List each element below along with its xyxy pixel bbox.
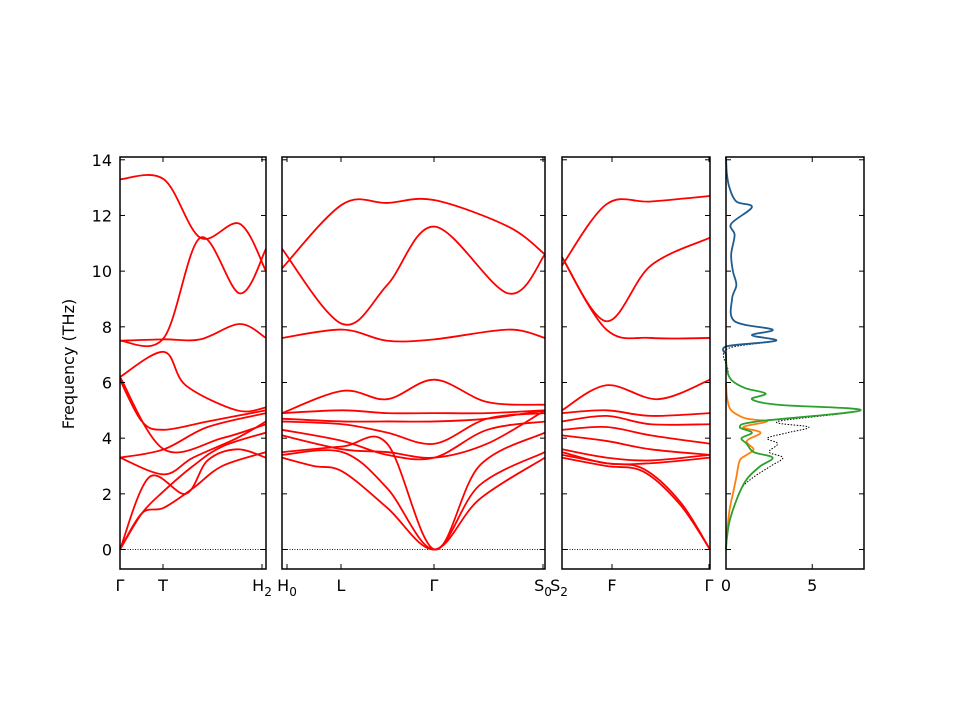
q-point-label: S2 <box>550 576 568 599</box>
phonon-band <box>119 236 267 348</box>
dos-x-tick-label: 5 <box>807 576 817 595</box>
band-panel-2: H0 L Γ S0 <box>277 156 552 599</box>
phonon-band <box>561 378 711 412</box>
phonon-band <box>561 409 711 417</box>
dos-curve-1 <box>722 156 862 550</box>
y-tick-label: 10 <box>92 262 112 281</box>
y-tick-label: 0 <box>102 541 112 560</box>
q-point-label: H0 <box>277 576 297 599</box>
phonon-band <box>281 328 546 343</box>
q-point-label: Γ <box>116 576 125 595</box>
phonon-band <box>119 420 267 476</box>
dos-curve-4 <box>722 156 778 355</box>
y-axis-label: Frequency (THz) <box>59 299 78 429</box>
phonon-band <box>119 350 267 413</box>
q-point-label: Γ <box>430 576 439 595</box>
phonon-band <box>281 449 546 551</box>
phonon-band <box>281 225 546 326</box>
phonon-band <box>281 412 546 445</box>
phonon-band <box>281 197 546 269</box>
phonon-band <box>119 174 267 272</box>
q-point-label: L <box>337 576 346 595</box>
band-panel-1: 0 2 4 6 8 10 12 14 Γ T H2 <box>92 151 272 599</box>
dos-x-tick-label: 0 <box>721 576 731 595</box>
q-point-label: H2 <box>252 576 272 599</box>
panel-frame <box>561 156 711 570</box>
phonon-band <box>561 425 711 445</box>
phonon-band <box>561 195 711 267</box>
q-point-label: Γ <box>705 576 714 595</box>
q-point-label: S0 <box>534 576 552 599</box>
phonon-band <box>561 414 711 426</box>
y-tick-label: 8 <box>102 318 112 337</box>
phonon-band <box>561 456 711 551</box>
phonon-band <box>561 448 711 462</box>
phonon-band <box>119 431 267 550</box>
y-tick-label: 2 <box>102 485 112 504</box>
phonon-band <box>281 378 546 414</box>
y-tick-label: 14 <box>92 151 112 170</box>
phonon-band <box>119 379 267 431</box>
y-tick-label: 6 <box>102 373 112 392</box>
phonon-band <box>119 376 267 454</box>
q-point-label: F <box>607 576 616 595</box>
phonon-band <box>281 431 546 551</box>
q-point-label: T <box>157 576 168 595</box>
phonon-band <box>119 323 267 342</box>
dos-frame <box>725 156 865 570</box>
panel-frame <box>281 156 546 570</box>
phonon-band <box>119 448 267 550</box>
phonon-band <box>281 420 546 461</box>
phonon-band <box>561 434 711 456</box>
panel-frame <box>119 156 267 570</box>
phonon-band <box>561 451 711 466</box>
phonon-band <box>119 412 267 459</box>
phonon-band <box>561 236 711 323</box>
y-tick-label: 4 <box>102 429 112 448</box>
dos-curve-2 <box>725 382 769 550</box>
phonon-band <box>281 409 546 459</box>
y-tick-label: 12 <box>92 206 112 225</box>
dos-curve-3 <box>725 354 862 550</box>
phonon-band <box>281 456 546 551</box>
phonon-band <box>281 409 546 415</box>
phonon-band <box>281 409 546 423</box>
band-panel-3: S2 F Γ <box>550 156 714 599</box>
